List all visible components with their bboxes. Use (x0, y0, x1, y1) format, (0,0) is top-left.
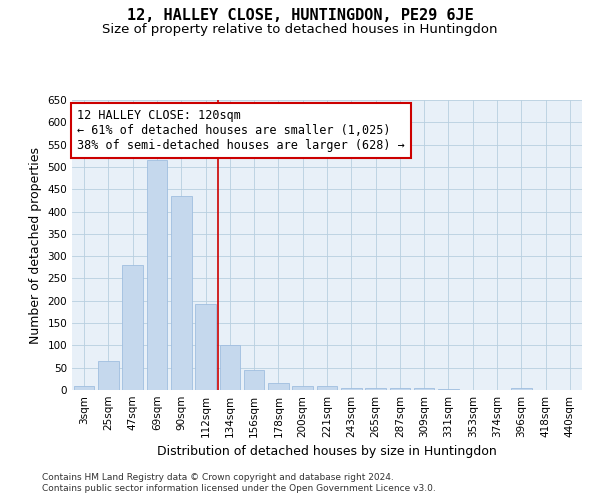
Bar (511, 388, 532, 390)
Bar (341, 388, 362, 390)
Bar (146, 160, 167, 390)
Text: Contains HM Land Registry data © Crown copyright and database right 2024.: Contains HM Land Registry data © Crown c… (42, 472, 394, 482)
Bar (195, 304, 216, 390)
Bar (122, 265, 143, 390)
Text: Contains public sector information licensed under the Open Government Licence v3: Contains public sector information licen… (42, 484, 436, 493)
Bar (244, 370, 265, 390)
Bar (292, 386, 313, 390)
Bar (74, 386, 94, 390)
Bar (438, 388, 459, 390)
Bar (365, 388, 386, 390)
Bar (268, 384, 289, 390)
Bar (414, 388, 434, 390)
Bar (317, 386, 337, 390)
Bar (98, 361, 119, 390)
Text: Size of property relative to detached houses in Huntingdon: Size of property relative to detached ho… (102, 22, 498, 36)
Text: 12, HALLEY CLOSE, HUNTINGDON, PE29 6JE: 12, HALLEY CLOSE, HUNTINGDON, PE29 6JE (127, 8, 473, 22)
Y-axis label: Number of detached properties: Number of detached properties (29, 146, 42, 344)
Bar (220, 346, 240, 390)
Bar (171, 196, 191, 390)
Bar (389, 388, 410, 390)
Text: 12 HALLEY CLOSE: 120sqm
← 61% of detached houses are smaller (1,025)
38% of semi: 12 HALLEY CLOSE: 120sqm ← 61% of detache… (77, 108, 405, 152)
X-axis label: Distribution of detached houses by size in Huntingdon: Distribution of detached houses by size … (157, 446, 497, 458)
